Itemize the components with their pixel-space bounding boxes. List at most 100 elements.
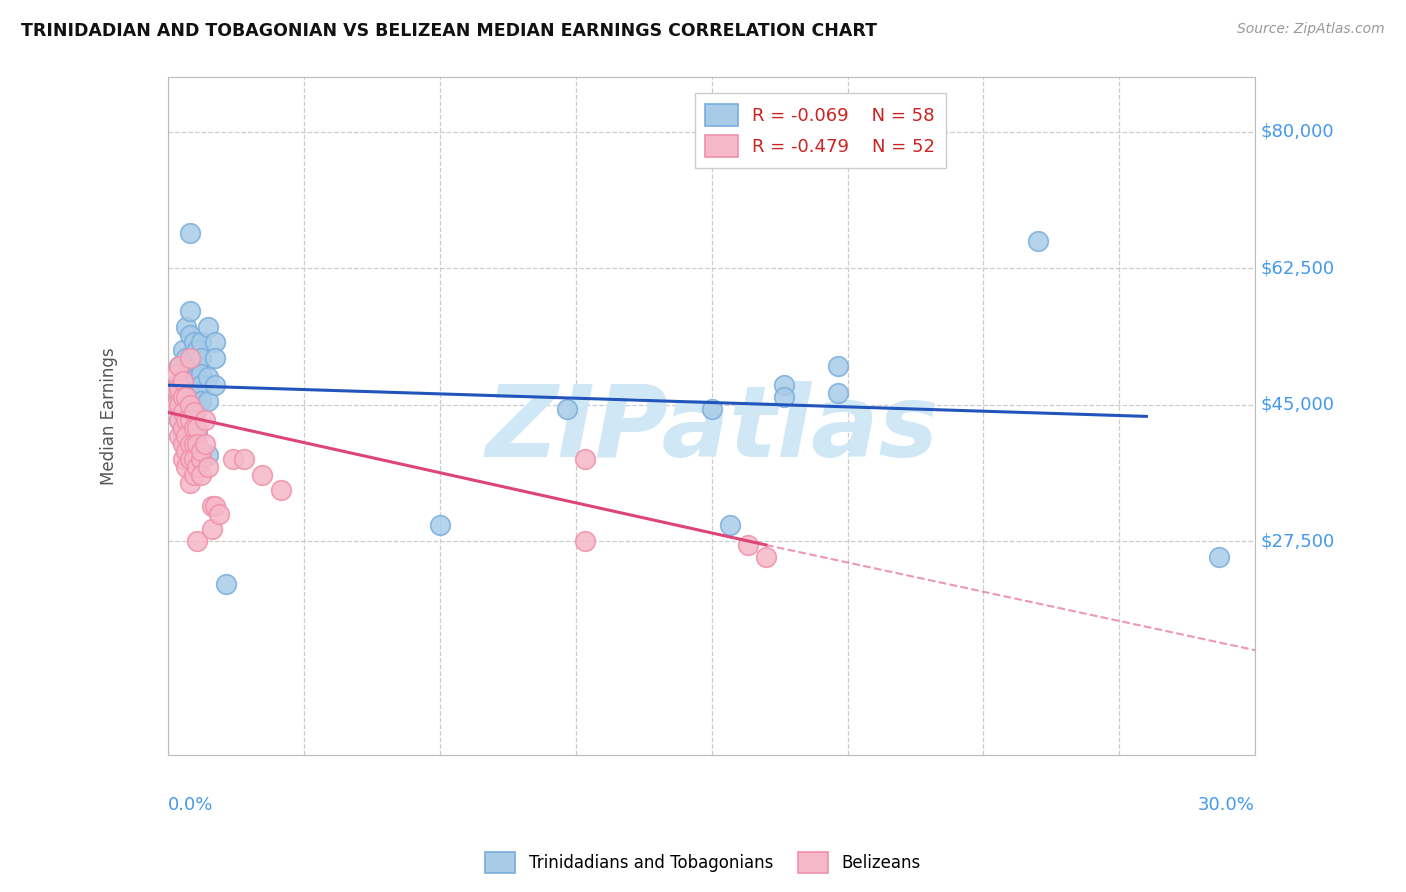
Text: 30.0%: 30.0% (1198, 796, 1256, 814)
Point (167, 386, 190, 401)
Point (197, 370, 219, 384)
Point (186, 436, 208, 450)
Point (167, 429, 190, 443)
Point (165, 382, 187, 396)
Point (201, 522, 224, 536)
Point (172, 421, 194, 435)
Point (179, 452, 201, 467)
Point (176, 390, 198, 404)
Point (183, 413, 205, 427)
Point (183, 436, 205, 450)
Point (1208, 549, 1230, 564)
Point (172, 452, 194, 467)
Point (176, 393, 198, 408)
Point (176, 444, 198, 458)
Point (176, 460, 198, 475)
Text: $62,500: $62,500 (1261, 260, 1334, 277)
Point (167, 413, 190, 427)
Point (186, 401, 208, 416)
Point (204, 499, 226, 513)
Point (755, 549, 778, 564)
Text: Median Earnings: Median Earnings (100, 348, 118, 485)
Point (186, 370, 208, 384)
Point (179, 378, 201, 392)
Point (176, 429, 198, 443)
Point (179, 304, 201, 318)
Point (183, 375, 205, 389)
Point (233, 452, 256, 467)
Point (165, 367, 187, 381)
Text: $27,500: $27,500 (1261, 532, 1334, 550)
Point (773, 378, 796, 392)
Point (165, 378, 187, 392)
Point (215, 577, 238, 591)
Point (700, 401, 723, 416)
Point (179, 425, 201, 439)
Point (222, 452, 245, 467)
Point (167, 398, 190, 412)
Point (186, 386, 208, 401)
Point (197, 460, 219, 475)
Point (176, 417, 198, 432)
Point (197, 319, 219, 334)
Point (186, 460, 208, 475)
Point (183, 390, 205, 404)
Point (574, 452, 596, 467)
Point (204, 335, 226, 350)
Point (179, 351, 201, 365)
Legend: R = -0.069    N = 58, R = -0.479    N = 52: R = -0.069 N = 58, R = -0.479 N = 52 (695, 94, 946, 168)
Point (179, 398, 201, 412)
Point (186, 359, 208, 373)
Point (167, 382, 190, 396)
Point (172, 405, 194, 419)
Point (197, 448, 219, 462)
Point (165, 398, 187, 412)
Point (172, 375, 194, 389)
Point (429, 518, 451, 533)
Point (176, 378, 198, 392)
Point (190, 467, 212, 482)
Point (172, 436, 194, 450)
Point (190, 444, 212, 458)
Point (193, 436, 215, 450)
Point (186, 425, 208, 439)
Point (183, 467, 205, 482)
Point (179, 413, 201, 427)
Point (737, 538, 759, 552)
Text: $45,000: $45,000 (1261, 396, 1334, 414)
Point (574, 534, 596, 549)
Point (179, 475, 201, 490)
Point (165, 398, 187, 412)
Point (183, 405, 205, 419)
Point (190, 367, 212, 381)
Point (773, 390, 796, 404)
Point (186, 421, 208, 435)
Point (176, 319, 198, 334)
Point (197, 393, 219, 408)
Point (201, 499, 224, 513)
Point (204, 351, 226, 365)
Point (190, 452, 212, 467)
Point (179, 355, 201, 369)
Point (190, 378, 212, 392)
Point (172, 390, 194, 404)
Point (252, 467, 274, 482)
Point (172, 343, 194, 358)
Legend: Trinidadians and Tobagonians, Belizeans: Trinidadians and Tobagonians, Belizeans (478, 846, 928, 880)
Text: ZIPatlas: ZIPatlas (485, 382, 938, 478)
Text: $80,000: $80,000 (1261, 123, 1334, 141)
Point (827, 386, 849, 401)
Point (176, 351, 198, 365)
Point (176, 413, 198, 427)
Point (183, 421, 205, 435)
Point (718, 518, 741, 533)
Point (183, 405, 205, 419)
Point (208, 507, 231, 521)
Point (183, 433, 205, 447)
Point (172, 425, 194, 439)
Point (204, 378, 226, 392)
Point (167, 359, 190, 373)
Point (1026, 234, 1049, 248)
Point (183, 452, 205, 467)
Text: Source: ZipAtlas.com: Source: ZipAtlas.com (1237, 22, 1385, 37)
